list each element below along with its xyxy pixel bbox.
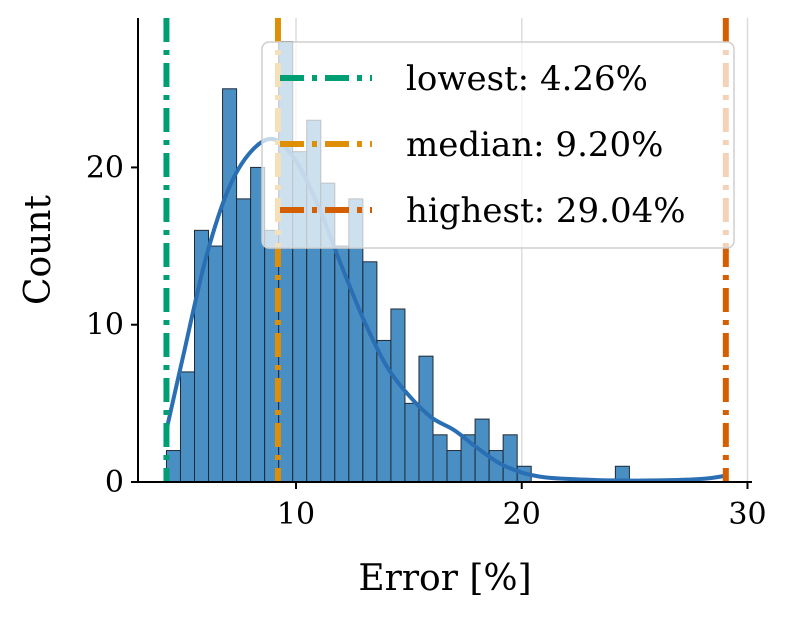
legend-label-highest: highest: 29.04% <box>406 191 686 231</box>
x-tick-label: 30 <box>728 497 766 532</box>
histogram-bar <box>390 308 406 483</box>
x-tick-label: 10 <box>277 497 315 532</box>
y-axis-label: Count <box>18 194 59 305</box>
histogram-bar <box>502 434 518 483</box>
histogram-bar <box>179 371 196 483</box>
histogram-bar <box>236 198 252 483</box>
y-tick-label: 20 <box>86 150 124 185</box>
legend-label-median: median: 9.20% <box>406 125 663 165</box>
legend-box <box>261 41 735 249</box>
kde-curve <box>164 136 727 483</box>
histogram-bar <box>362 261 378 483</box>
y-ticks: 0 10 20 <box>86 150 138 500</box>
x-tick-label: 20 <box>503 497 541 532</box>
histogram-bar <box>208 245 224 483</box>
x-axis-label: Error [%] <box>358 558 531 599</box>
y-tick-label: 10 <box>86 308 124 343</box>
legend: lowest: 4.26% median: 9.20% highest: 29.04… <box>261 41 735 249</box>
histogram-bar <box>446 450 462 483</box>
histogram-bar <box>404 402 420 483</box>
y-tick-label: 0 <box>105 465 124 500</box>
x-ticks: 10 20 30 <box>277 482 767 532</box>
axes <box>137 18 752 483</box>
histogram-bar <box>432 434 448 483</box>
legend-label-lowest: lowest: 4.26% <box>406 59 648 99</box>
histogram-bar <box>222 88 238 483</box>
